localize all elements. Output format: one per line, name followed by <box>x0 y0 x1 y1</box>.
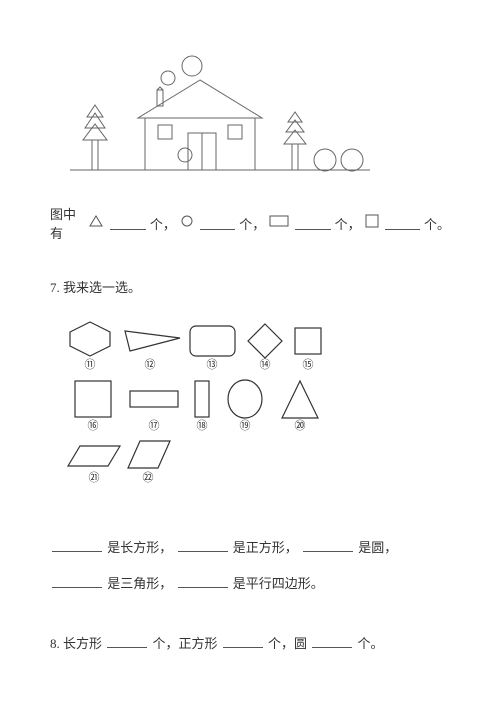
q6-count-line: 图中有 个， 个， 个， 个。 <box>50 204 450 242</box>
shape-label: ⑭ <box>260 358 271 371</box>
blank-q8-square[interactable] <box>223 634 263 648</box>
unit-text: 个， <box>335 214 361 233</box>
shape-label: ⑱ <box>197 419 208 432</box>
shape-label: ⑪ <box>85 358 96 371</box>
q7-text: 是长方形， <box>107 540 172 555</box>
unit-text-end: 个。 <box>424 214 450 233</box>
shape-label: ⑰ <box>149 419 160 432</box>
blank-triangle-answer[interactable] <box>52 574 102 588</box>
blank-parallelogram-answer[interactable] <box>178 574 228 588</box>
q8-line: 8. 长方形 个，正方形 个，圆 个。 <box>50 633 450 652</box>
unit-text: 个， <box>239 214 265 233</box>
q8-text: 个，正方形 <box>153 636 218 651</box>
blank-triangle[interactable] <box>110 216 145 230</box>
blank-q8-rect[interactable] <box>107 634 147 648</box>
triangle-icon <box>88 214 104 232</box>
blank-circle-answer[interactable] <box>303 538 353 552</box>
q8-text: 8. 长方形 <box>50 636 102 651</box>
circle-icon <box>180 214 194 232</box>
shape-label: ⑫ <box>145 358 156 371</box>
house-icon <box>138 80 262 170</box>
shape-label: ⑲ <box>240 419 251 432</box>
q6-scene <box>50 50 450 184</box>
bush-icon <box>341 149 363 171</box>
blank-circle[interactable] <box>200 216 235 230</box>
bush-icon <box>314 149 336 171</box>
shape-label: ⑳ <box>295 419 306 432</box>
square-icon <box>365 214 379 232</box>
q7-text: 是平行四边形。 <box>233 576 324 591</box>
q8-text: 个。 <box>358 636 384 651</box>
sky-circle-icon <box>161 71 175 85</box>
tree-left-icon <box>83 105 107 170</box>
blank-q8-circle[interactable] <box>312 634 352 648</box>
tree-right-icon <box>284 112 306 170</box>
q7-fill-block: 是长方形， 是正方形， 是圆， 是三角形， 是平行四边形。 <box>50 530 450 603</box>
sky-circle-icon <box>182 56 202 76</box>
blank-rect-answer[interactable] <box>52 538 102 552</box>
q7-title: 7. 我来选一选。 <box>50 277 450 296</box>
q8-text: 个，圆 <box>268 636 307 651</box>
shape-label: ⑯ <box>88 419 99 432</box>
shape-label: ⑬ <box>207 358 218 371</box>
q6-intro: 图中有 <box>50 204 84 242</box>
unit-text: 个， <box>150 214 176 233</box>
q7-text: 是圆， <box>358 540 397 555</box>
rectangle-icon <box>269 215 289 231</box>
shape-label: ⑮ <box>303 358 314 371</box>
blank-square[interactable] <box>385 216 420 230</box>
q7-text: 是正方形， <box>233 540 298 555</box>
shape-label: ㉒ <box>143 471 154 484</box>
q7-text: 是三角形， <box>107 576 172 591</box>
blank-rect[interactable] <box>295 216 330 230</box>
shape-label: ㉑ <box>89 471 100 484</box>
blank-square-answer[interactable] <box>178 538 228 552</box>
q7-shapes-panel: ⑪ ⑫ ⑬ ⑭ ⑮ ⑯ ⑰ ⑱ ⑲ ⑳ ㉑ ㉒ <box>50 316 450 505</box>
